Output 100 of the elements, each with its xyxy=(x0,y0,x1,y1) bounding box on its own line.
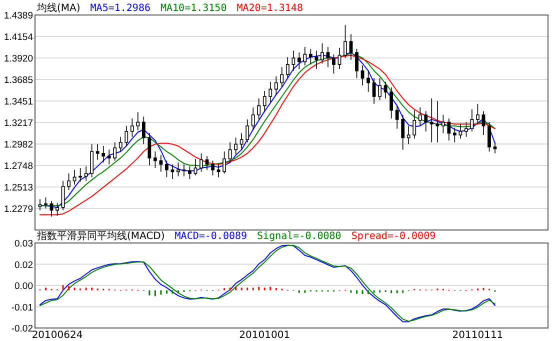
candlestick xyxy=(424,110,428,132)
candlestick xyxy=(200,152,203,172)
candlestick xyxy=(228,142,232,163)
candlestick xyxy=(246,119,250,143)
candlestick xyxy=(360,64,364,86)
candlestick xyxy=(297,52,301,70)
candlestick xyxy=(292,50,296,72)
candlestick xyxy=(430,98,434,143)
text: Spread=-0.0009 xyxy=(351,231,436,242)
candlestick xyxy=(205,156,209,170)
candlestick xyxy=(78,168,82,182)
candlestick xyxy=(493,142,497,154)
candlestick xyxy=(412,110,416,140)
candlestick xyxy=(280,66,284,88)
candlestick xyxy=(61,180,65,211)
candlestick xyxy=(488,122,491,152)
y-tick-label: 0.03 xyxy=(14,238,33,250)
candlestick xyxy=(384,81,388,99)
candlestick xyxy=(366,70,370,92)
y-tick-label: 1.3685 xyxy=(4,75,33,86)
candlestick xyxy=(90,144,94,178)
candlestick xyxy=(257,98,261,120)
candlestick xyxy=(67,173,70,190)
candlestick xyxy=(378,78,382,101)
candlestick xyxy=(274,76,278,96)
candlestick xyxy=(476,103,480,124)
candlestick xyxy=(165,160,168,178)
x-tick-label: 20100624 xyxy=(32,330,83,341)
candlestick xyxy=(452,127,456,143)
y-tick-label: 1.2748 xyxy=(4,160,33,172)
text: MA10=1.3150 xyxy=(160,3,227,14)
candlestick xyxy=(320,42,324,64)
candlestick xyxy=(194,158,198,176)
x-tick-label: 20101001 xyxy=(239,330,290,341)
candlestick xyxy=(72,169,76,185)
y-tick-label: 1.2982 xyxy=(4,140,33,150)
candlestick xyxy=(222,151,226,174)
candlestick xyxy=(390,86,394,119)
candlestick xyxy=(406,125,410,145)
candlestick xyxy=(102,146,106,163)
candlestick xyxy=(303,46,307,66)
y-tick-label: 0.02 xyxy=(14,260,33,271)
candlestick xyxy=(234,137,238,155)
candlestick xyxy=(355,48,358,79)
candlestick xyxy=(182,164,186,177)
candlestick xyxy=(326,46,330,68)
candlestick xyxy=(447,118,451,141)
candlestick xyxy=(338,48,342,70)
y-tick-label: 1.3451 xyxy=(4,96,33,108)
candlestick xyxy=(314,50,318,70)
candlestick xyxy=(107,149,111,165)
candlestick xyxy=(349,34,353,60)
candlestick xyxy=(458,124,462,140)
candlestick xyxy=(50,200,54,218)
candlestick xyxy=(395,105,399,129)
candlestick xyxy=(268,81,272,102)
candlestick xyxy=(142,116,146,145)
candlestick xyxy=(251,107,255,131)
candlestick xyxy=(401,114,405,150)
chart-title: 指数平滑异同平均线(MACD) xyxy=(36,230,165,242)
candlestick xyxy=(159,154,163,172)
text: MACD=-0.0089 xyxy=(174,231,248,242)
y-tick-label: 1.2513 xyxy=(4,182,33,194)
y-tick-label: 1.4154 xyxy=(4,32,33,44)
y-tick-label: 1.4389 xyxy=(4,10,33,22)
series-label: Signal=-0.0080 xyxy=(257,231,342,242)
text: MA20=1.3148 xyxy=(236,3,303,14)
candlestick xyxy=(153,151,157,168)
text: MA5=1.2986 xyxy=(90,3,150,14)
y-tick-label: 1.3217 xyxy=(4,118,33,129)
candlestick xyxy=(441,114,445,134)
candlestick xyxy=(286,56,290,79)
candlestick xyxy=(113,142,117,162)
candlestick xyxy=(470,108,474,132)
y-tick-label: 0.00 xyxy=(14,281,33,292)
y-tick-label: -0.01 xyxy=(11,302,33,314)
candlestick xyxy=(148,132,152,166)
candlestick xyxy=(136,112,140,131)
candlestick xyxy=(96,144,100,160)
candlestick xyxy=(44,196,48,209)
candlestick xyxy=(216,164,220,178)
candlestick xyxy=(482,110,486,136)
y-tick-label: 1.3920 xyxy=(4,54,33,64)
candlestick xyxy=(240,132,244,150)
candlestick xyxy=(418,107,422,126)
candlestick xyxy=(332,54,336,74)
candlestick xyxy=(84,166,88,182)
candlestick xyxy=(262,90,266,112)
x-tick-label: 20110111 xyxy=(452,330,504,341)
candlestick xyxy=(118,136,122,152)
chart-title: 均线(MA) xyxy=(36,2,80,14)
candlestick xyxy=(308,48,312,65)
candlestick xyxy=(211,160,214,176)
y-tick-label: 1.2279 xyxy=(4,204,33,215)
candlestick xyxy=(130,118,134,138)
candlestick xyxy=(124,125,128,146)
candlestick xyxy=(170,164,174,180)
candlestick xyxy=(372,78,376,104)
candlestick xyxy=(436,100,440,143)
candlestick xyxy=(188,166,192,180)
